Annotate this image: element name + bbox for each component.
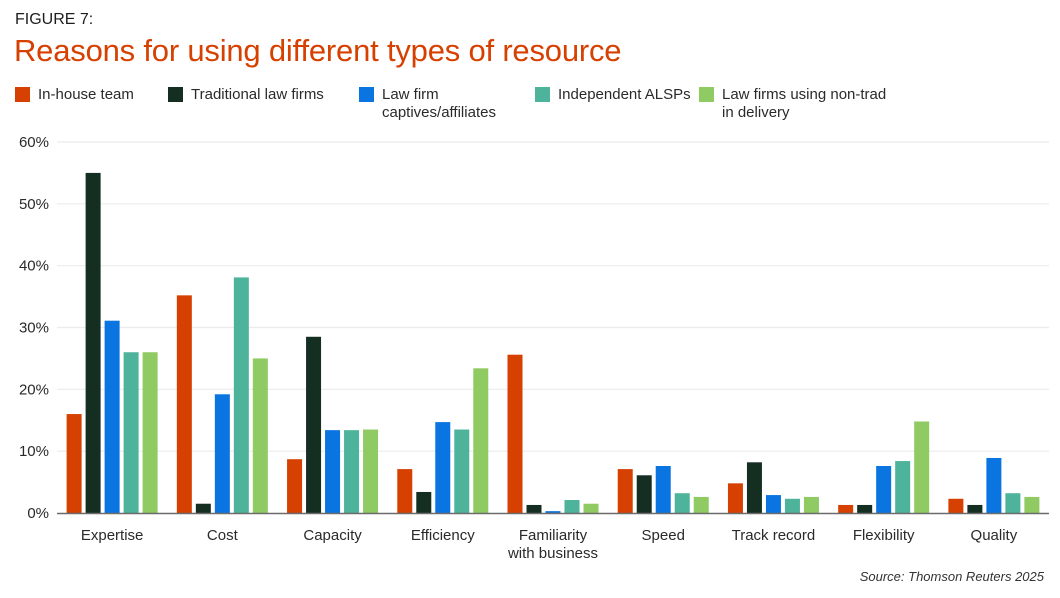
bar (526, 504, 542, 513)
x-tick-label: Expertise (81, 527, 144, 544)
bar (344, 430, 360, 513)
bar (473, 368, 489, 513)
legend-item: In-house team (15, 86, 134, 104)
bar (545, 511, 561, 513)
bar (306, 336, 322, 513)
bar (363, 429, 379, 513)
legend-label: Law firms using non-trad in delivery (722, 86, 887, 121)
bar (1024, 496, 1040, 513)
y-tick-label: 20% (19, 381, 49, 398)
x-tick-label: Capacity (303, 527, 362, 544)
x-tick-label: Cost (207, 527, 239, 544)
bar (655, 466, 671, 513)
legend-swatch (699, 87, 714, 102)
bar (142, 352, 158, 513)
bar (914, 421, 930, 513)
bar (66, 414, 82, 513)
legend-swatch (359, 87, 374, 102)
source-note: Source: Thomson Reuters 2025 (859, 569, 1044, 584)
bar (876, 466, 892, 513)
bar (895, 461, 911, 513)
bar (857, 504, 873, 513)
bar (85, 172, 101, 513)
legend-item: Law firms using non-trad in delivery (699, 86, 886, 122)
legend-swatch (168, 87, 183, 102)
bar (397, 469, 413, 513)
bar (252, 358, 268, 513)
bar (727, 483, 743, 513)
bar (967, 504, 983, 513)
x-tick-label: Speed (642, 527, 685, 544)
chart-title: Reasons for using different types of res… (14, 33, 622, 68)
y-tick-label: 10% (19, 443, 49, 460)
bar (416, 491, 432, 513)
bar (838, 504, 854, 513)
bar (693, 496, 709, 513)
bar (564, 500, 580, 513)
bar (435, 422, 451, 513)
legend-label: Traditional law firms (191, 86, 324, 103)
legend-item: Traditional law firms (168, 86, 324, 104)
figure-label: FIGURE 7: (15, 11, 94, 28)
legend-item: Law firm captives/affiliates (359, 86, 496, 122)
bar (617, 469, 633, 513)
y-tick-label: 30% (19, 320, 49, 337)
bar (176, 295, 192, 513)
legend-label: Law firm captives/affiliates (382, 86, 496, 121)
bar (803, 496, 819, 513)
bar (784, 498, 800, 513)
bar (123, 352, 139, 513)
bar (1005, 493, 1021, 513)
y-tick-label: 40% (19, 258, 49, 275)
legend-label: Independent ALSPs (558, 86, 691, 103)
legend-item: Independent ALSPs (535, 86, 691, 104)
x-tick-label: Efficiency (411, 527, 475, 544)
bar (948, 498, 964, 513)
bar (674, 493, 690, 513)
bar (583, 503, 599, 513)
bar (104, 320, 120, 513)
bar (507, 354, 523, 513)
bar (195, 503, 211, 513)
y-tick-label: 60% (19, 134, 49, 151)
y-tick-label: 0% (27, 505, 49, 522)
bar (765, 495, 781, 513)
x-tick-label: Flexibility (853, 527, 915, 544)
x-tick-label: Quality (971, 527, 1018, 544)
legend-label: In-house team (38, 86, 134, 103)
bar (325, 430, 341, 513)
legend-swatch (15, 87, 30, 102)
bar (287, 459, 303, 513)
bar (454, 429, 470, 513)
x-tick-label: Track record (732, 527, 816, 544)
legend-swatch (535, 87, 550, 102)
bar (986, 457, 1002, 513)
bar (636, 475, 652, 513)
y-tick-label: 50% (19, 196, 49, 213)
bar (746, 462, 762, 513)
bar (233, 277, 249, 513)
x-tick-label: Familiarity with business (507, 527, 598, 562)
bar (214, 394, 230, 513)
